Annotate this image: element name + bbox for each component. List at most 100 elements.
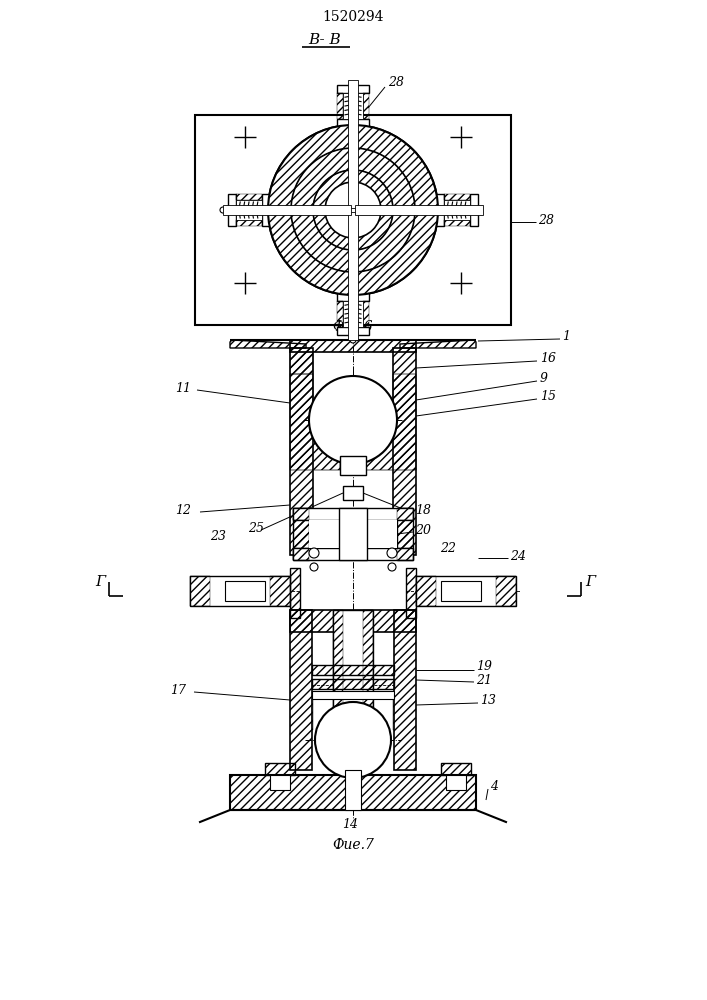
Circle shape	[309, 376, 397, 464]
Text: 23: 23	[210, 530, 226, 544]
Text: 19: 19	[476, 660, 492, 674]
Circle shape	[268, 125, 438, 295]
Bar	[333, 610, 373, 710]
Bar	[470, 194, 478, 226]
Bar	[290, 568, 300, 618]
Text: 17: 17	[170, 684, 186, 696]
Bar	[340, 456, 366, 475]
Bar	[312, 679, 394, 689]
Bar	[313, 348, 393, 555]
Circle shape	[313, 170, 393, 250]
Text: 15: 15	[540, 389, 556, 402]
Bar	[223, 205, 351, 215]
Bar	[230, 775, 476, 810]
Bar	[290, 610, 312, 770]
Text: 16: 16	[540, 352, 556, 364]
Text: 25: 25	[248, 522, 264, 534]
Text: 9: 9	[540, 371, 548, 384]
Bar	[337, 119, 369, 127]
Text: Г: Г	[95, 575, 105, 589]
Bar	[339, 508, 367, 560]
Circle shape	[350, 129, 356, 135]
Bar	[312, 632, 394, 770]
Circle shape	[313, 170, 393, 250]
Bar	[337, 293, 369, 301]
Bar	[228, 194, 236, 226]
Bar	[345, 770, 361, 810]
Bar	[394, 610, 416, 770]
Bar	[225, 581, 265, 601]
Bar	[363, 93, 369, 119]
Bar	[444, 220, 470, 226]
Bar	[397, 508, 413, 520]
Text: 13: 13	[480, 694, 496, 706]
Bar	[397, 548, 413, 560]
Bar	[397, 508, 413, 560]
Bar	[290, 348, 313, 555]
Circle shape	[325, 182, 381, 238]
Bar	[265, 763, 295, 775]
Bar	[363, 301, 369, 327]
Bar	[293, 508, 309, 520]
Circle shape	[291, 148, 415, 272]
Bar	[262, 194, 270, 226]
Bar	[446, 775, 466, 790]
Bar	[337, 327, 369, 335]
Bar	[444, 194, 470, 200]
Bar	[290, 340, 416, 352]
Bar	[441, 581, 481, 601]
Text: 22: 22	[440, 542, 456, 554]
Bar	[293, 508, 413, 520]
Circle shape	[428, 207, 434, 213]
Text: 28: 28	[538, 214, 554, 227]
Bar	[293, 548, 309, 560]
Bar	[195, 115, 511, 325]
Text: 1: 1	[562, 330, 570, 342]
Text: 18: 18	[415, 504, 431, 516]
Bar	[348, 80, 358, 208]
Circle shape	[291, 148, 415, 272]
Bar	[406, 568, 416, 618]
Bar	[236, 220, 262, 226]
Bar	[293, 548, 413, 560]
Bar	[293, 508, 309, 560]
Bar	[312, 691, 394, 699]
Bar	[309, 520, 339, 548]
Text: 14: 14	[342, 818, 358, 832]
Circle shape	[388, 563, 396, 571]
Bar	[270, 775, 290, 790]
Bar	[333, 610, 343, 710]
Bar	[363, 610, 373, 710]
Text: 21: 21	[476, 674, 492, 686]
Bar	[436, 194, 444, 226]
Bar	[343, 486, 363, 500]
Bar	[343, 301, 363, 327]
Bar	[337, 85, 369, 93]
Text: 11: 11	[175, 381, 191, 394]
Bar	[348, 212, 358, 340]
Bar	[416, 576, 436, 606]
Text: Фиг.6: Фиг.6	[333, 320, 373, 334]
Text: 1520294: 1520294	[322, 10, 384, 24]
Bar	[416, 576, 516, 606]
Circle shape	[291, 148, 415, 272]
Text: 4: 4	[490, 780, 498, 792]
Bar	[496, 576, 516, 606]
Bar	[236, 200, 262, 220]
Text: 20: 20	[415, 524, 431, 536]
Circle shape	[350, 337, 356, 343]
Bar	[236, 194, 262, 200]
Bar	[337, 301, 343, 327]
Text: 12: 12	[175, 504, 191, 516]
Bar	[270, 576, 290, 606]
Text: Г: Г	[585, 575, 595, 589]
Circle shape	[315, 702, 391, 778]
Bar	[367, 520, 397, 548]
Bar	[190, 576, 290, 606]
Bar	[312, 665, 394, 675]
Bar	[393, 348, 416, 555]
Circle shape	[313, 170, 393, 250]
Text: 24: 24	[510, 550, 526, 562]
Bar	[290, 610, 416, 632]
Bar	[337, 93, 343, 119]
